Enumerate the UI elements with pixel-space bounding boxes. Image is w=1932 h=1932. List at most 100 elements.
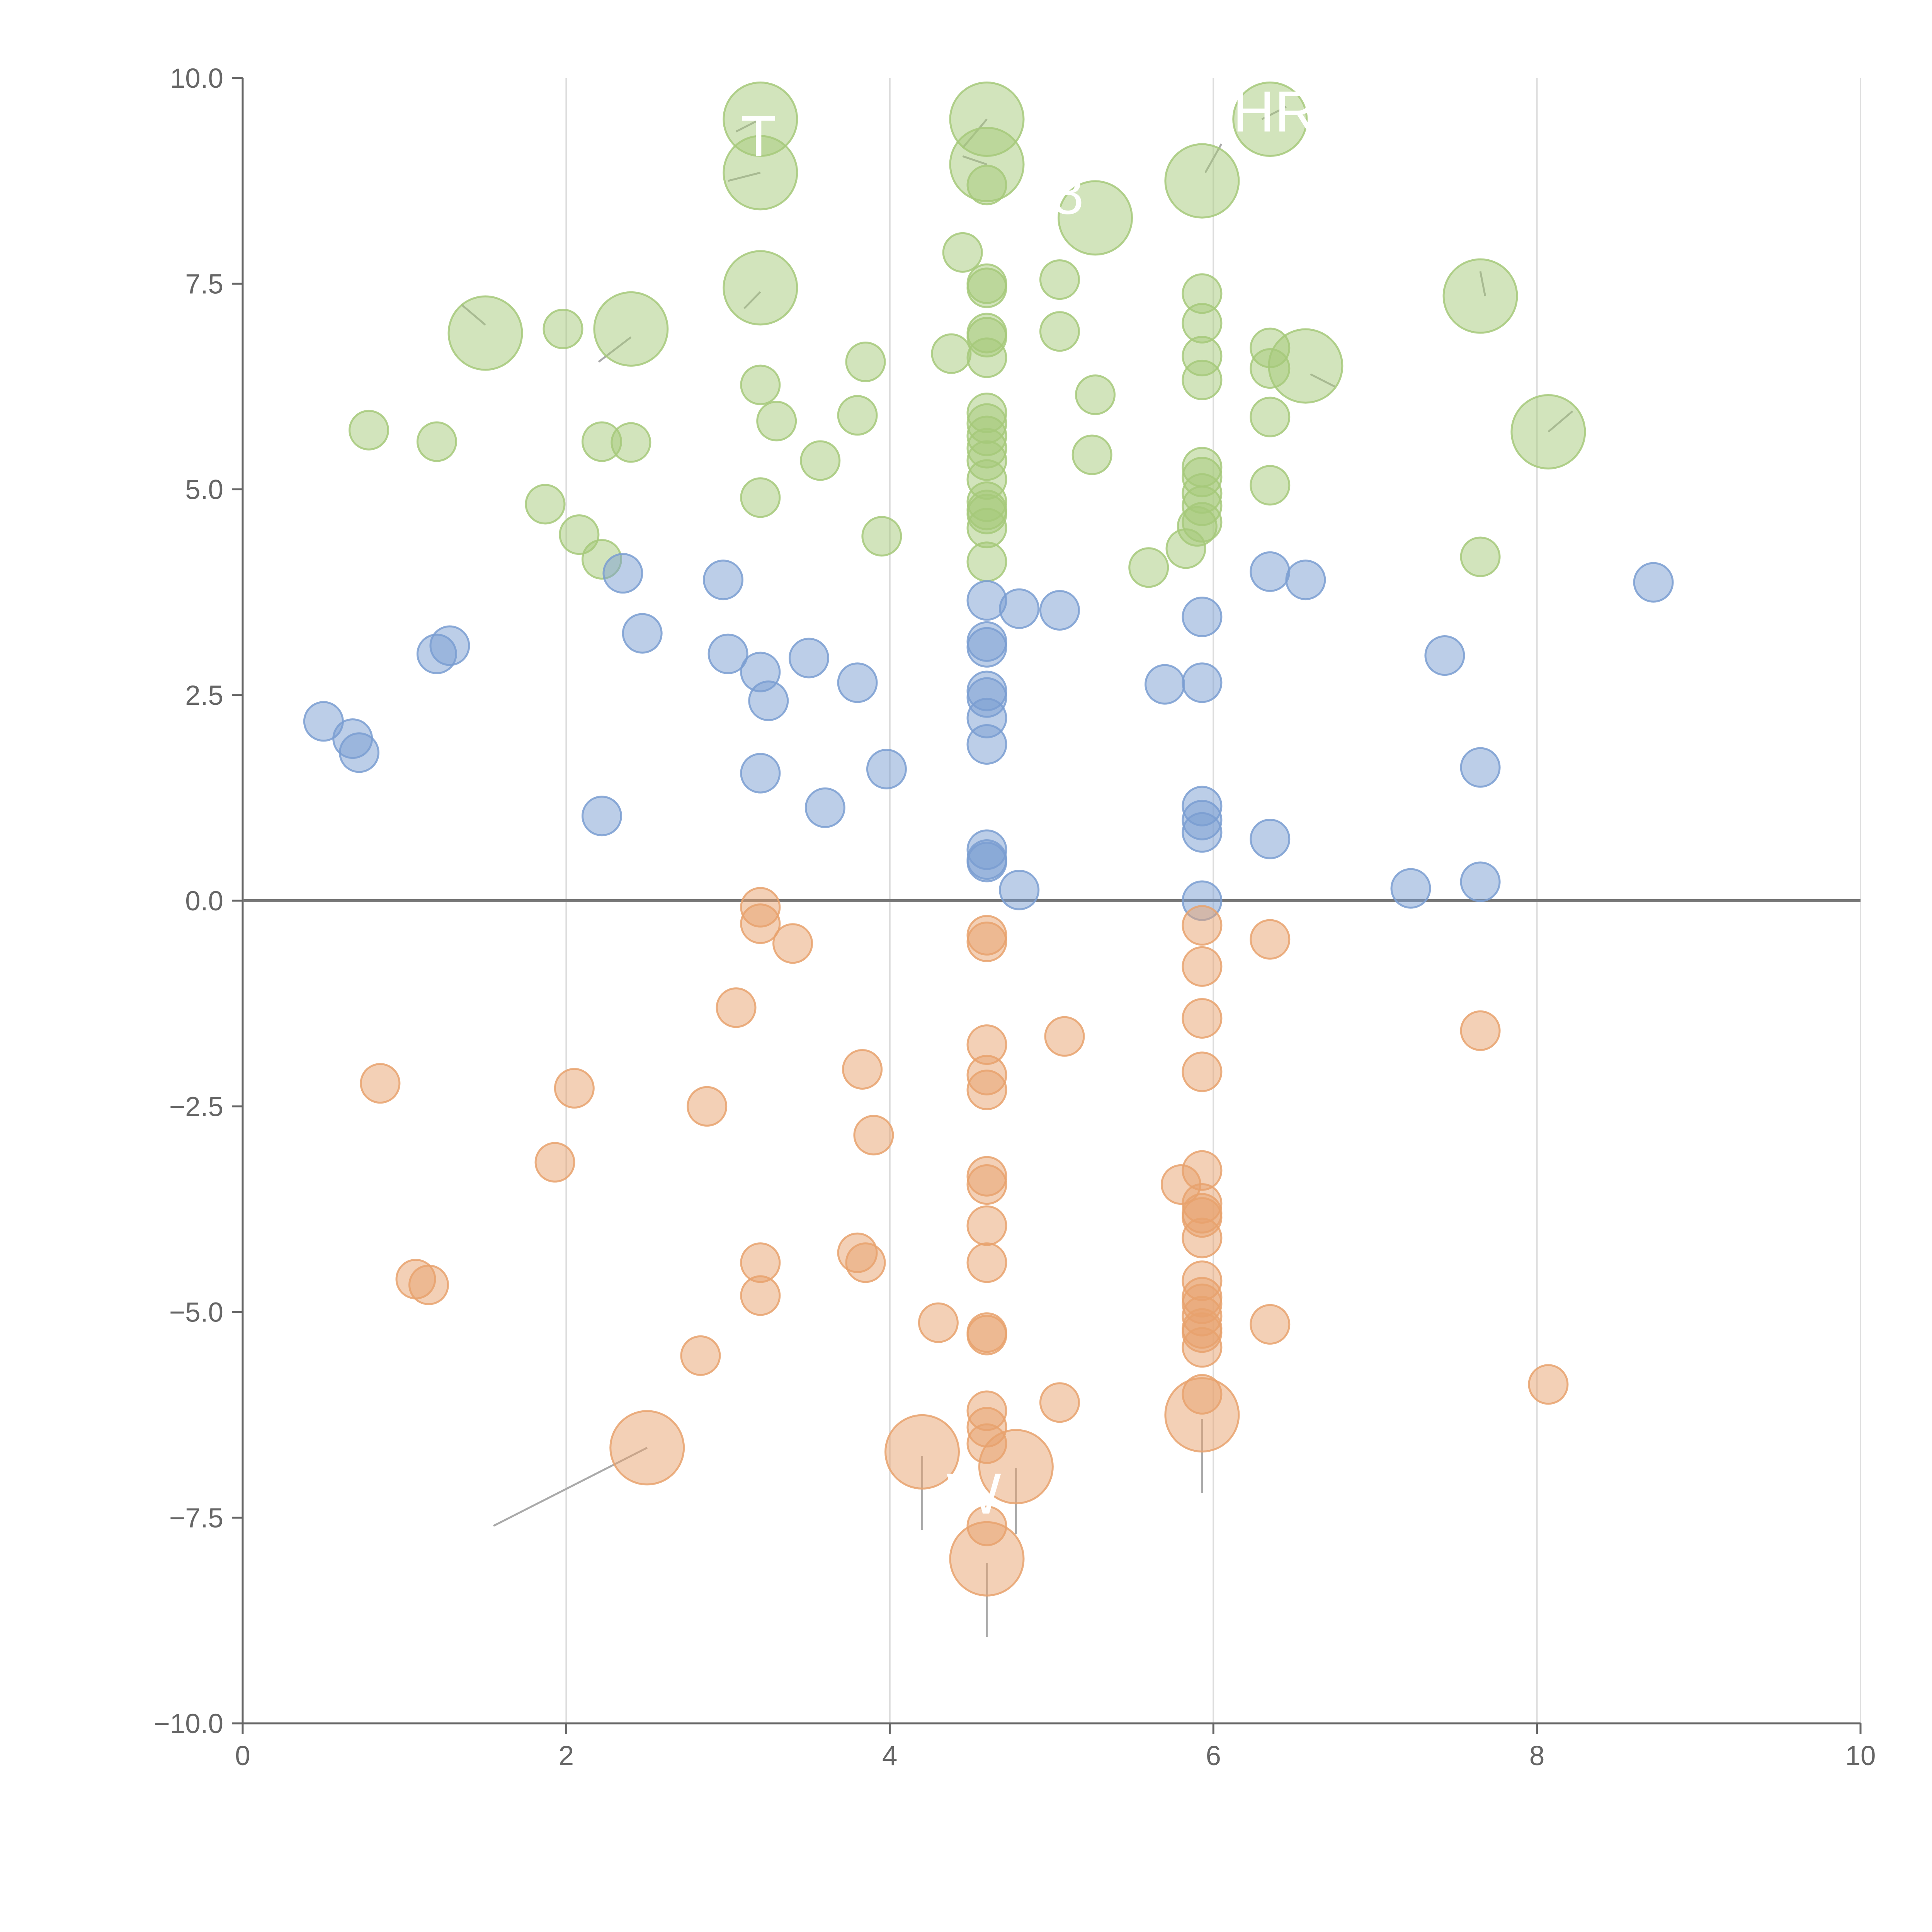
blue-point-13 [966, 627, 1007, 668]
orange-point-29 [966, 1205, 1007, 1246]
blue-point-41 [999, 869, 1040, 910]
orange-point-50 [1528, 1364, 1569, 1405]
orange-point-10 [1044, 1016, 1085, 1057]
y-tick-label-4: 0.0 [185, 886, 223, 917]
blue-point-8 [1182, 596, 1223, 637]
blue-point-4 [1633, 562, 1674, 603]
orange-point-8 [716, 987, 757, 1028]
green-point-6 [1058, 180, 1133, 256]
x-tick-label-0: 0 [235, 1741, 250, 1771]
orange-point-60 [978, 1429, 1054, 1505]
blue-point-43 [1460, 861, 1501, 902]
green-point-37 [1250, 396, 1291, 437]
blue-point-27 [338, 732, 379, 773]
blue-point-34 [582, 796, 622, 837]
blue-point-32 [804, 787, 845, 828]
green-point-2 [1232, 81, 1308, 157]
orange-point-17 [554, 1068, 595, 1109]
blue-point-0 [602, 553, 643, 594]
green-point-38 [349, 410, 389, 451]
blue-point-23 [748, 680, 789, 721]
orange-point-57 [1164, 1377, 1240, 1453]
green-point-19 [543, 308, 583, 349]
green-point-13 [966, 165, 1007, 206]
green-point-10 [593, 291, 669, 367]
orange-point-19 [687, 1086, 728, 1127]
points-layer [303, 81, 1674, 1597]
blue-point-31 [1460, 747, 1501, 788]
y-tick-label-7: −7.5 [169, 1503, 223, 1534]
green-point-46 [1071, 434, 1112, 475]
green-point-33 [756, 401, 797, 442]
green-point-30 [740, 364, 781, 405]
blue-point-42 [1390, 868, 1431, 909]
y-tick-label-8: −10.0 [154, 1709, 223, 1739]
green-point-3 [723, 135, 798, 211]
annotation-label-0: T [741, 104, 777, 168]
green-point-31 [1075, 374, 1116, 415]
green-point-64 [966, 541, 1007, 582]
blue-point-18 [837, 662, 878, 703]
orange-point-2 [772, 923, 813, 964]
annotation-label-2: 8 [1052, 161, 1084, 226]
green-point-24 [845, 342, 886, 383]
orange-point-18 [966, 1070, 1007, 1111]
green-point-51 [525, 484, 566, 525]
orange-point-42 [918, 1302, 959, 1343]
orange-point-15 [1182, 1051, 1223, 1092]
annotation-label-1: HR [1233, 79, 1316, 144]
green-point-8 [1442, 258, 1518, 334]
orange-point-5 [1182, 905, 1223, 946]
axes-layer: 0 2 4 6 8 10 10.0 7.5 5.0 2.5 0.0 −2.5 −5.0 −7.5 −10.0 [154, 63, 1876, 1771]
green-point-52 [740, 477, 781, 518]
blue-point-6 [999, 588, 1040, 629]
orange-point-7 [1182, 946, 1223, 987]
green-point-14 [942, 232, 983, 273]
orange-point-44 [966, 1315, 1007, 1355]
green-point-16 [966, 267, 1007, 308]
blue-point-37 [1250, 818, 1291, 859]
blue-point-15 [788, 638, 829, 679]
x-tick-label-2: 2 [559, 1741, 574, 1771]
blue-point-7 [1039, 590, 1080, 631]
orange-point-61 [949, 1521, 1025, 1597]
green-point-34 [837, 395, 878, 436]
green-point-66 [1165, 528, 1206, 569]
blue-point-20 [1182, 662, 1223, 703]
blue-point-2 [1250, 551, 1291, 592]
x-tick-label-6: 6 [1206, 1741, 1221, 1771]
green-point-29 [1250, 348, 1291, 389]
green-point-25 [931, 333, 972, 374]
green-point-39 [416, 421, 457, 462]
y-tick-label-1: 7.5 [185, 269, 223, 299]
orange-point-6 [1250, 919, 1291, 960]
blue-point-9 [622, 613, 663, 654]
green-point-65 [1128, 547, 1169, 588]
y-tick-label-2: 5.0 [185, 475, 223, 505]
green-point-32 [1182, 359, 1223, 400]
y-tick-label-3: 2.5 [185, 680, 223, 711]
green-point-9 [447, 295, 523, 371]
orange-point-33 [845, 1242, 886, 1283]
blue-point-40 [966, 842, 1007, 883]
blue-point-28 [966, 724, 1007, 765]
green-point-45 [800, 440, 841, 481]
orange-point-20 [853, 1115, 894, 1156]
orange-point-9 [1182, 998, 1223, 1039]
orange-point-49 [680, 1335, 721, 1376]
orange-point-11 [1460, 1010, 1501, 1051]
x-tick-label-4: 4 [882, 1741, 898, 1771]
green-point-12 [1510, 394, 1586, 469]
orange-point-21 [534, 1142, 575, 1183]
green-point-26 [966, 337, 1007, 378]
orange-point-52 [1039, 1382, 1080, 1423]
orange-point-59 [884, 1414, 960, 1490]
blue-point-16 [1424, 635, 1465, 676]
blue-point-11 [416, 633, 457, 674]
green-point-22 [1039, 311, 1080, 352]
orange-point-4 [966, 921, 1007, 962]
green-point-59 [861, 516, 902, 557]
orange-point-1 [740, 903, 781, 944]
green-point-17 [1039, 259, 1080, 300]
